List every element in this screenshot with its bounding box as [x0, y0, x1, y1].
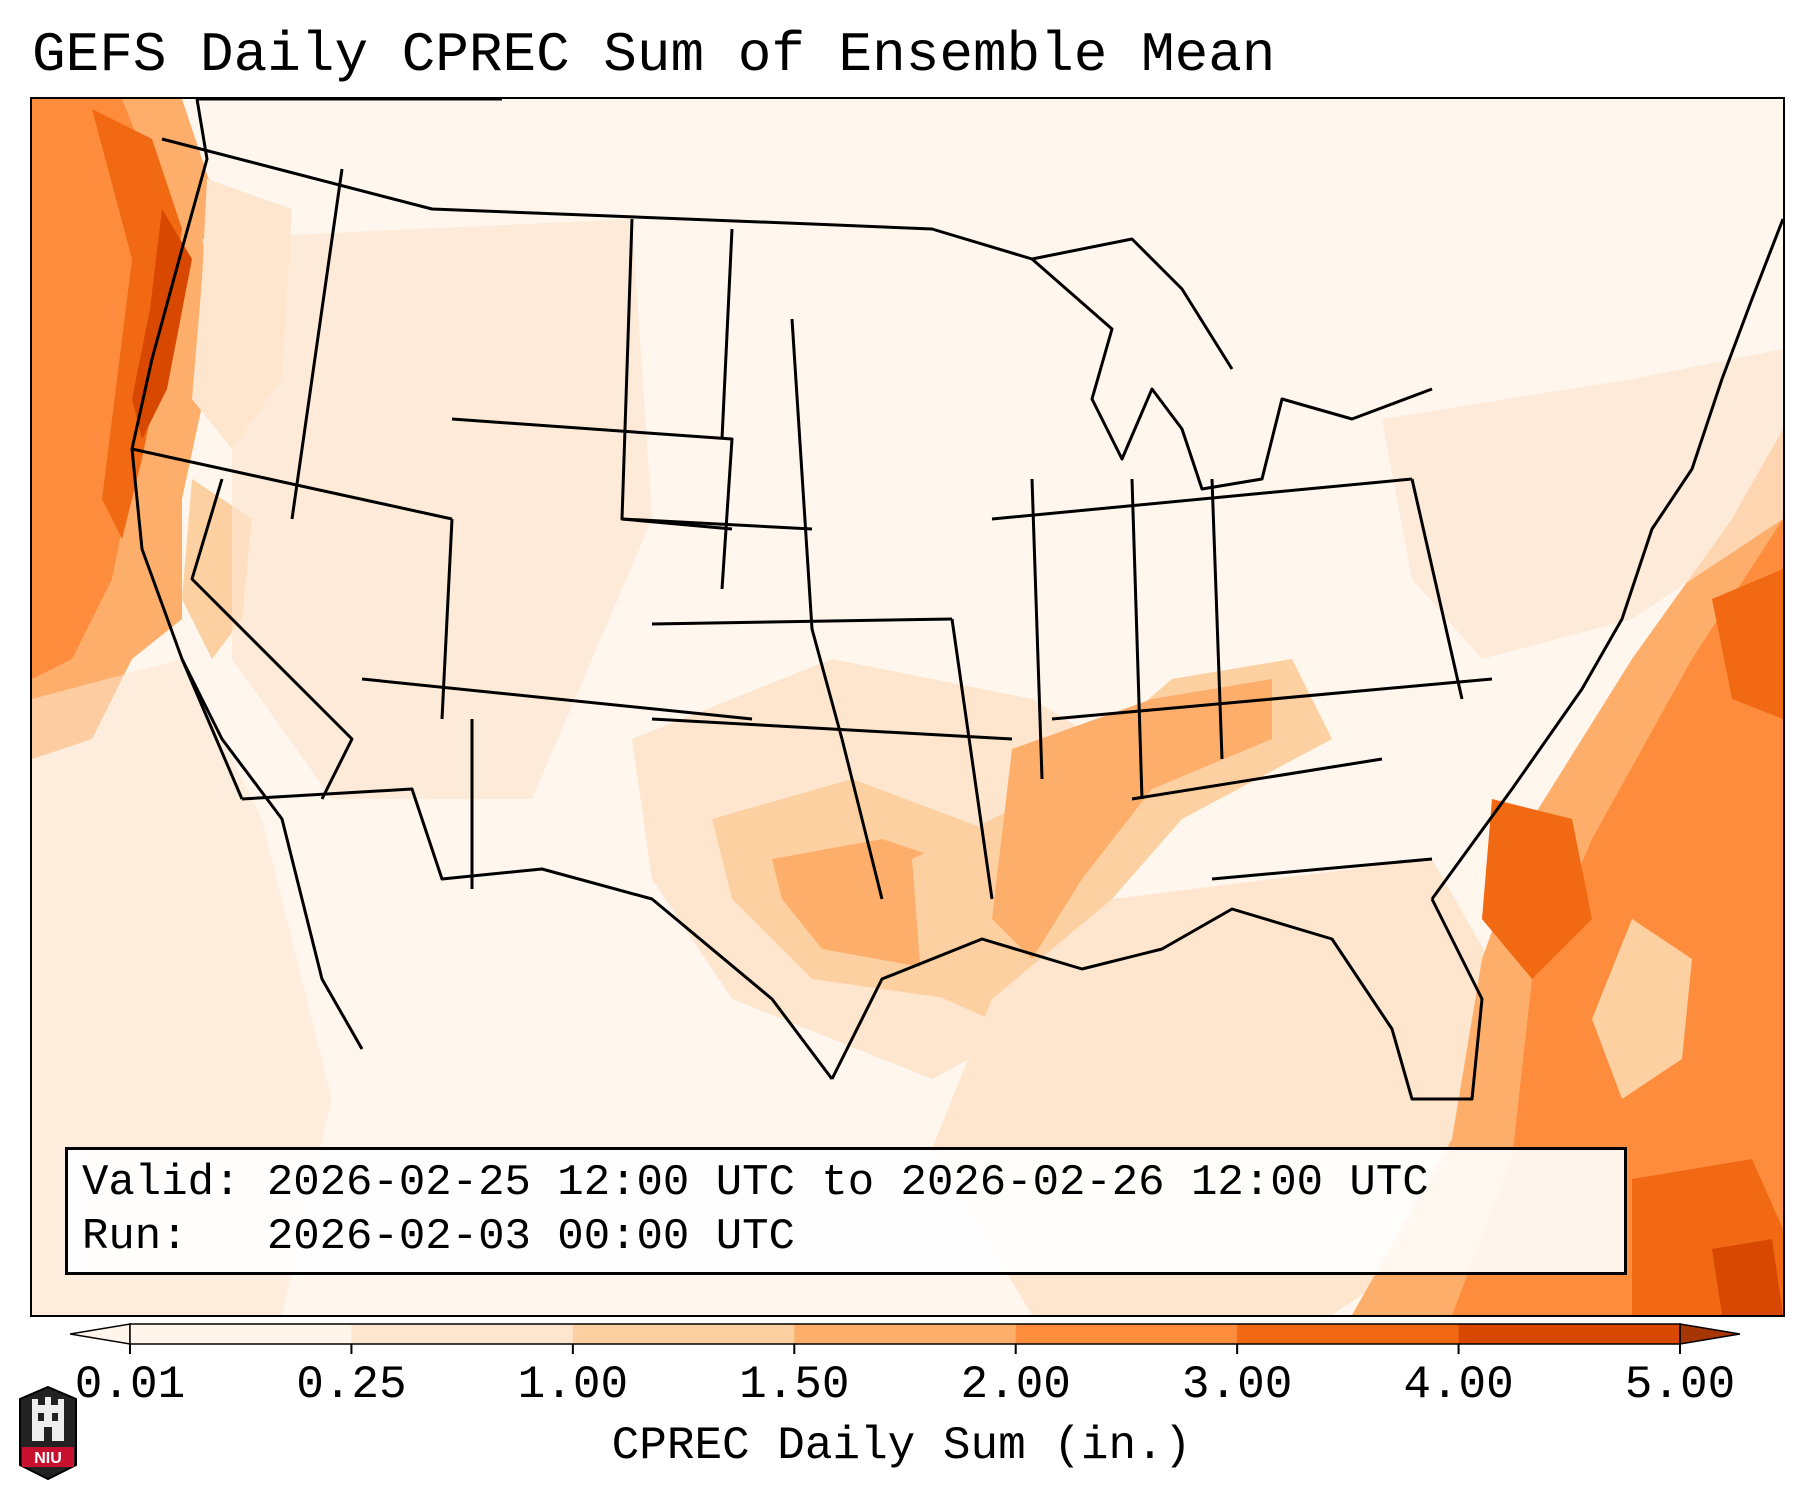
boundaries [130, 99, 1783, 1101]
colorbar-segment [794, 1324, 1017, 1344]
colorbar-tick-label: 4.00 [1403, 1359, 1514, 1411]
colorbar-segment [1237, 1324, 1460, 1344]
valid-run-info-box: Valid: 2026-02-25 12:00 UTC to 2026-02-2… [65, 1147, 1627, 1275]
colorbar-tick-label: 0.25 [296, 1359, 407, 1411]
atlantic-coastline [1430, 218, 1783, 900]
west-coastline [130, 99, 364, 1050]
colorbar-svg [70, 1323, 1740, 1354]
colorbar-segment [1458, 1324, 1681, 1344]
colorbar-outline [129, 1323, 1681, 1345]
colorbar-tick-label: 3.00 [1181, 1359, 1293, 1411]
precip-map [30, 97, 1785, 1317]
valid-row: Valid: 2026-02-25 12:00 UTC to 2026-02-2… [82, 1156, 1610, 1210]
colorbar-tick-label: 2.00 [960, 1359, 1071, 1411]
colorbar-segment [1015, 1324, 1238, 1344]
colorbar-tick-label: 0.01 [74, 1359, 186, 1411]
colorbar-segment [351, 1324, 574, 1344]
run-text: 2026-02-03 00:00 UTC [266, 1212, 795, 1262]
gulf-coastline [830, 898, 1484, 1101]
colorbar-label: CPREC Daily Sum (in.) [611, 1420, 1192, 1472]
colorbar-extend-high [1679, 1323, 1740, 1345]
colorbar-segment [572, 1324, 795, 1344]
canada-border [161, 137, 1234, 370]
map-title: GEFS Daily CPREC Sum of Ensemble Mean [32, 23, 1276, 87]
colorbar [70, 1312, 1740, 1372]
colorbar-tick-label: 1.00 [517, 1359, 629, 1411]
colorbar-segment [130, 1324, 352, 1344]
colorbar-tick-label: 1.50 [739, 1359, 850, 1411]
niu-castle-logo-icon: NIU [18, 1385, 78, 1481]
colorbar-extend-low [70, 1323, 131, 1345]
run-label: Run: [82, 1212, 188, 1262]
valid-text: 2026-02-25 12:00 UTC to 2026-02-26 12:00… [266, 1158, 1429, 1208]
valid-label: Valid: [82, 1158, 241, 1208]
svg-text:NIU: NIU [34, 1450, 62, 1467]
mexico-border [241, 787, 834, 1080]
run-row: Run: 2026-02-03 00:00 UTC [82, 1210, 1610, 1264]
precip-map-svg [32, 99, 1783, 1315]
colorbar-tick-label: 5.00 [1624, 1359, 1736, 1411]
